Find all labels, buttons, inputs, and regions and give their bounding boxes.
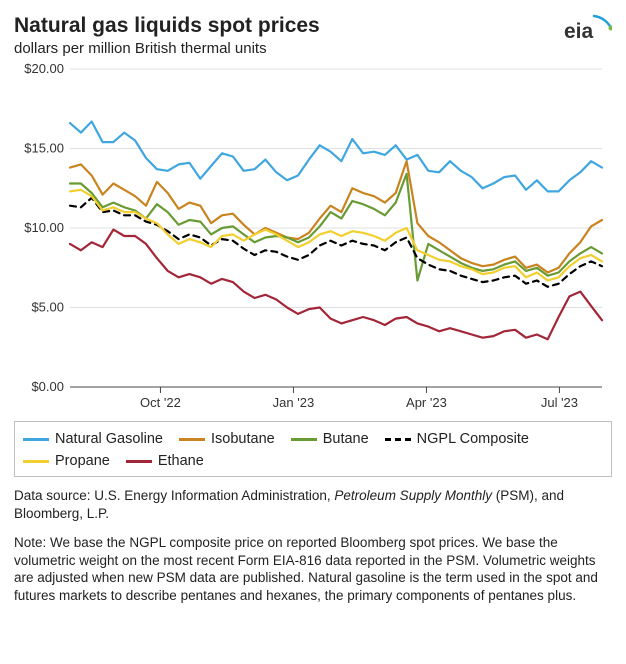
legend-swatch xyxy=(385,438,411,441)
figure-container: Natural gas liquids spot prices dollars … xyxy=(0,0,626,620)
series-line xyxy=(70,161,602,272)
legend-label: Ethane xyxy=(158,450,204,472)
svg-text:$20.00: $20.00 xyxy=(24,63,64,76)
svg-text:$5.00: $5.00 xyxy=(31,300,64,315)
source-prefix: Data source: U.S. Energy Information Adm… xyxy=(14,488,334,503)
note-text: Note: We base the NGPL composite price o… xyxy=(14,534,612,604)
svg-text:Jul '23: Jul '23 xyxy=(541,395,578,410)
legend-label: Isobutane xyxy=(211,428,275,450)
legend-swatch xyxy=(179,438,205,441)
chart-subtitle: dollars per million British thermal unit… xyxy=(14,40,612,57)
legend-swatch xyxy=(23,460,49,463)
legend-item: Ethane xyxy=(126,450,204,472)
eia-logo: eia xyxy=(564,10,612,42)
data-source-line: Data source: U.S. Energy Information Adm… xyxy=(14,487,612,522)
svg-text:eia: eia xyxy=(564,20,594,42)
legend-label: NGPL Composite xyxy=(417,428,529,450)
svg-text:Oct '22: Oct '22 xyxy=(140,395,181,410)
svg-text:$15.00: $15.00 xyxy=(24,141,64,156)
legend-swatch xyxy=(126,460,152,463)
chart-plot-area: $0.00 $5.00 $10.00 $15.00 $20.00 Oct '22 Jan '… xyxy=(14,63,612,413)
legend-box: Natural Gasoline Isobutane Butane NGPL Comp… xyxy=(14,421,612,477)
legend-item: Natural Gasoline xyxy=(23,428,163,450)
legend-item: Propane xyxy=(23,450,110,472)
legend-label: Propane xyxy=(55,450,110,472)
legend-item: Isobutane xyxy=(179,428,275,450)
svg-text:Apr '23: Apr '23 xyxy=(406,395,447,410)
legend-item: Butane xyxy=(291,428,369,450)
series-line xyxy=(70,230,602,340)
chart-title: Natural gas liquids spot prices xyxy=(14,14,612,38)
series-line xyxy=(70,122,602,192)
legend-swatch xyxy=(291,438,317,441)
svg-text:$10.00: $10.00 xyxy=(24,220,64,235)
svg-text:$0.00: $0.00 xyxy=(31,379,64,394)
legend-item: NGPL Composite xyxy=(385,428,529,450)
legend-label: Natural Gasoline xyxy=(55,428,163,450)
legend-swatch xyxy=(23,438,49,441)
legend-label: Butane xyxy=(323,428,369,450)
svg-text:Jan '23: Jan '23 xyxy=(273,395,315,410)
source-italic: Petroleum Supply Monthly xyxy=(334,488,492,503)
